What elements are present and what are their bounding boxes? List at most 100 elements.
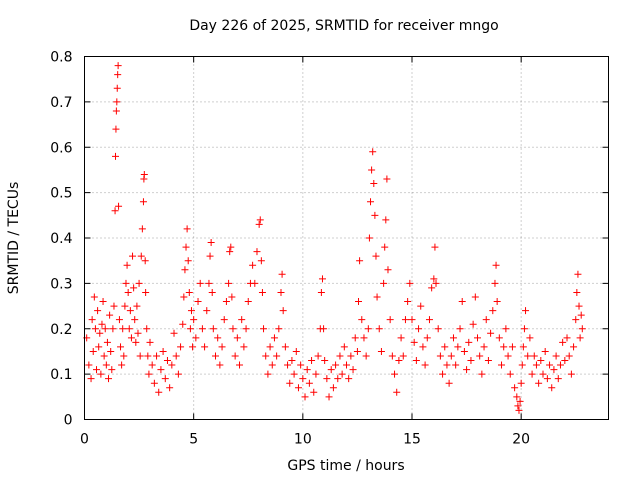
y-tick-label: 0.1 xyxy=(50,367,72,383)
data-point xyxy=(126,307,134,315)
data-point xyxy=(351,334,359,342)
data-point xyxy=(260,325,268,333)
data-point xyxy=(524,352,532,360)
data-point xyxy=(343,361,350,369)
data-point xyxy=(231,352,239,360)
data-point xyxy=(456,325,464,333)
data-point xyxy=(430,275,438,283)
data-point xyxy=(401,316,409,324)
data-point xyxy=(492,261,500,269)
data-point xyxy=(270,334,278,342)
data-point xyxy=(240,343,248,351)
y-tick-label: 0.4 xyxy=(50,231,72,247)
data-point xyxy=(284,361,292,369)
data-point xyxy=(124,288,132,296)
data-point xyxy=(297,361,305,369)
data-point xyxy=(208,288,216,296)
data-point xyxy=(207,239,215,247)
data-point xyxy=(159,347,167,355)
data-point xyxy=(395,357,403,365)
data-point xyxy=(539,370,547,378)
data-point xyxy=(364,325,372,333)
data-point xyxy=(255,220,263,228)
data-point xyxy=(554,375,562,383)
data-point xyxy=(360,334,368,342)
data-point xyxy=(358,316,366,324)
data-point xyxy=(95,343,103,351)
data-point xyxy=(112,107,120,115)
data-point xyxy=(460,347,468,355)
data-point xyxy=(445,379,453,387)
y-tick-label: 0.3 xyxy=(50,276,72,292)
data-point xyxy=(334,375,342,383)
data-point xyxy=(145,370,153,378)
data-point xyxy=(518,361,526,369)
data-point xyxy=(163,357,171,365)
data-point xyxy=(463,366,471,374)
data-point xyxy=(386,316,394,324)
data-point xyxy=(136,352,144,360)
data-point xyxy=(275,325,283,333)
data-point xyxy=(100,352,108,360)
data-point xyxy=(89,347,97,355)
data-point xyxy=(495,334,503,342)
data-point xyxy=(148,361,156,369)
data-point xyxy=(299,375,307,383)
data-point xyxy=(406,279,414,287)
data-point xyxy=(325,393,333,401)
data-point xyxy=(112,125,120,133)
data-point xyxy=(185,288,193,296)
x-tick-label: 20 xyxy=(512,432,530,448)
data-point xyxy=(572,316,580,324)
data-point xyxy=(222,298,230,306)
data-point xyxy=(201,343,209,351)
data-point xyxy=(228,293,236,301)
data-point xyxy=(113,84,121,92)
data-point xyxy=(368,166,376,174)
data-point xyxy=(125,325,133,333)
data-point xyxy=(391,370,399,378)
data-point xyxy=(347,352,355,360)
data-point xyxy=(114,62,122,70)
data-point xyxy=(515,406,523,414)
data-point xyxy=(303,366,311,374)
data-point xyxy=(281,343,289,351)
data-point xyxy=(561,357,569,365)
data-point xyxy=(135,279,143,287)
data-point xyxy=(546,361,554,369)
data-point xyxy=(340,343,348,351)
data-point xyxy=(345,375,353,383)
data-point xyxy=(314,352,322,360)
data-point xyxy=(273,352,281,360)
data-point xyxy=(87,375,95,383)
data-points xyxy=(83,62,586,414)
data-point xyxy=(567,370,575,378)
data-point xyxy=(229,325,237,333)
data-point xyxy=(292,347,300,355)
data-point xyxy=(93,366,101,374)
data-point xyxy=(203,307,211,315)
data-point xyxy=(482,316,490,324)
data-point xyxy=(408,316,416,324)
data-point xyxy=(498,361,506,369)
data-point xyxy=(563,334,571,342)
data-point xyxy=(220,316,228,324)
data-point xyxy=(338,370,346,378)
data-point xyxy=(242,325,250,333)
data-point xyxy=(419,343,427,351)
data-point xyxy=(367,198,375,206)
data-point xyxy=(168,361,176,369)
data-point xyxy=(565,352,573,360)
data-point xyxy=(541,347,549,355)
y-tick-label: 0.8 xyxy=(50,50,72,66)
data-point xyxy=(102,361,110,369)
data-point xyxy=(575,302,583,310)
data-point xyxy=(249,261,257,269)
data-point xyxy=(256,216,264,224)
data-point xyxy=(421,361,429,369)
y-tick-label: 0 xyxy=(64,413,73,429)
data-point xyxy=(447,352,455,360)
data-point xyxy=(353,347,361,355)
data-point xyxy=(170,329,178,337)
data-point xyxy=(108,366,116,374)
